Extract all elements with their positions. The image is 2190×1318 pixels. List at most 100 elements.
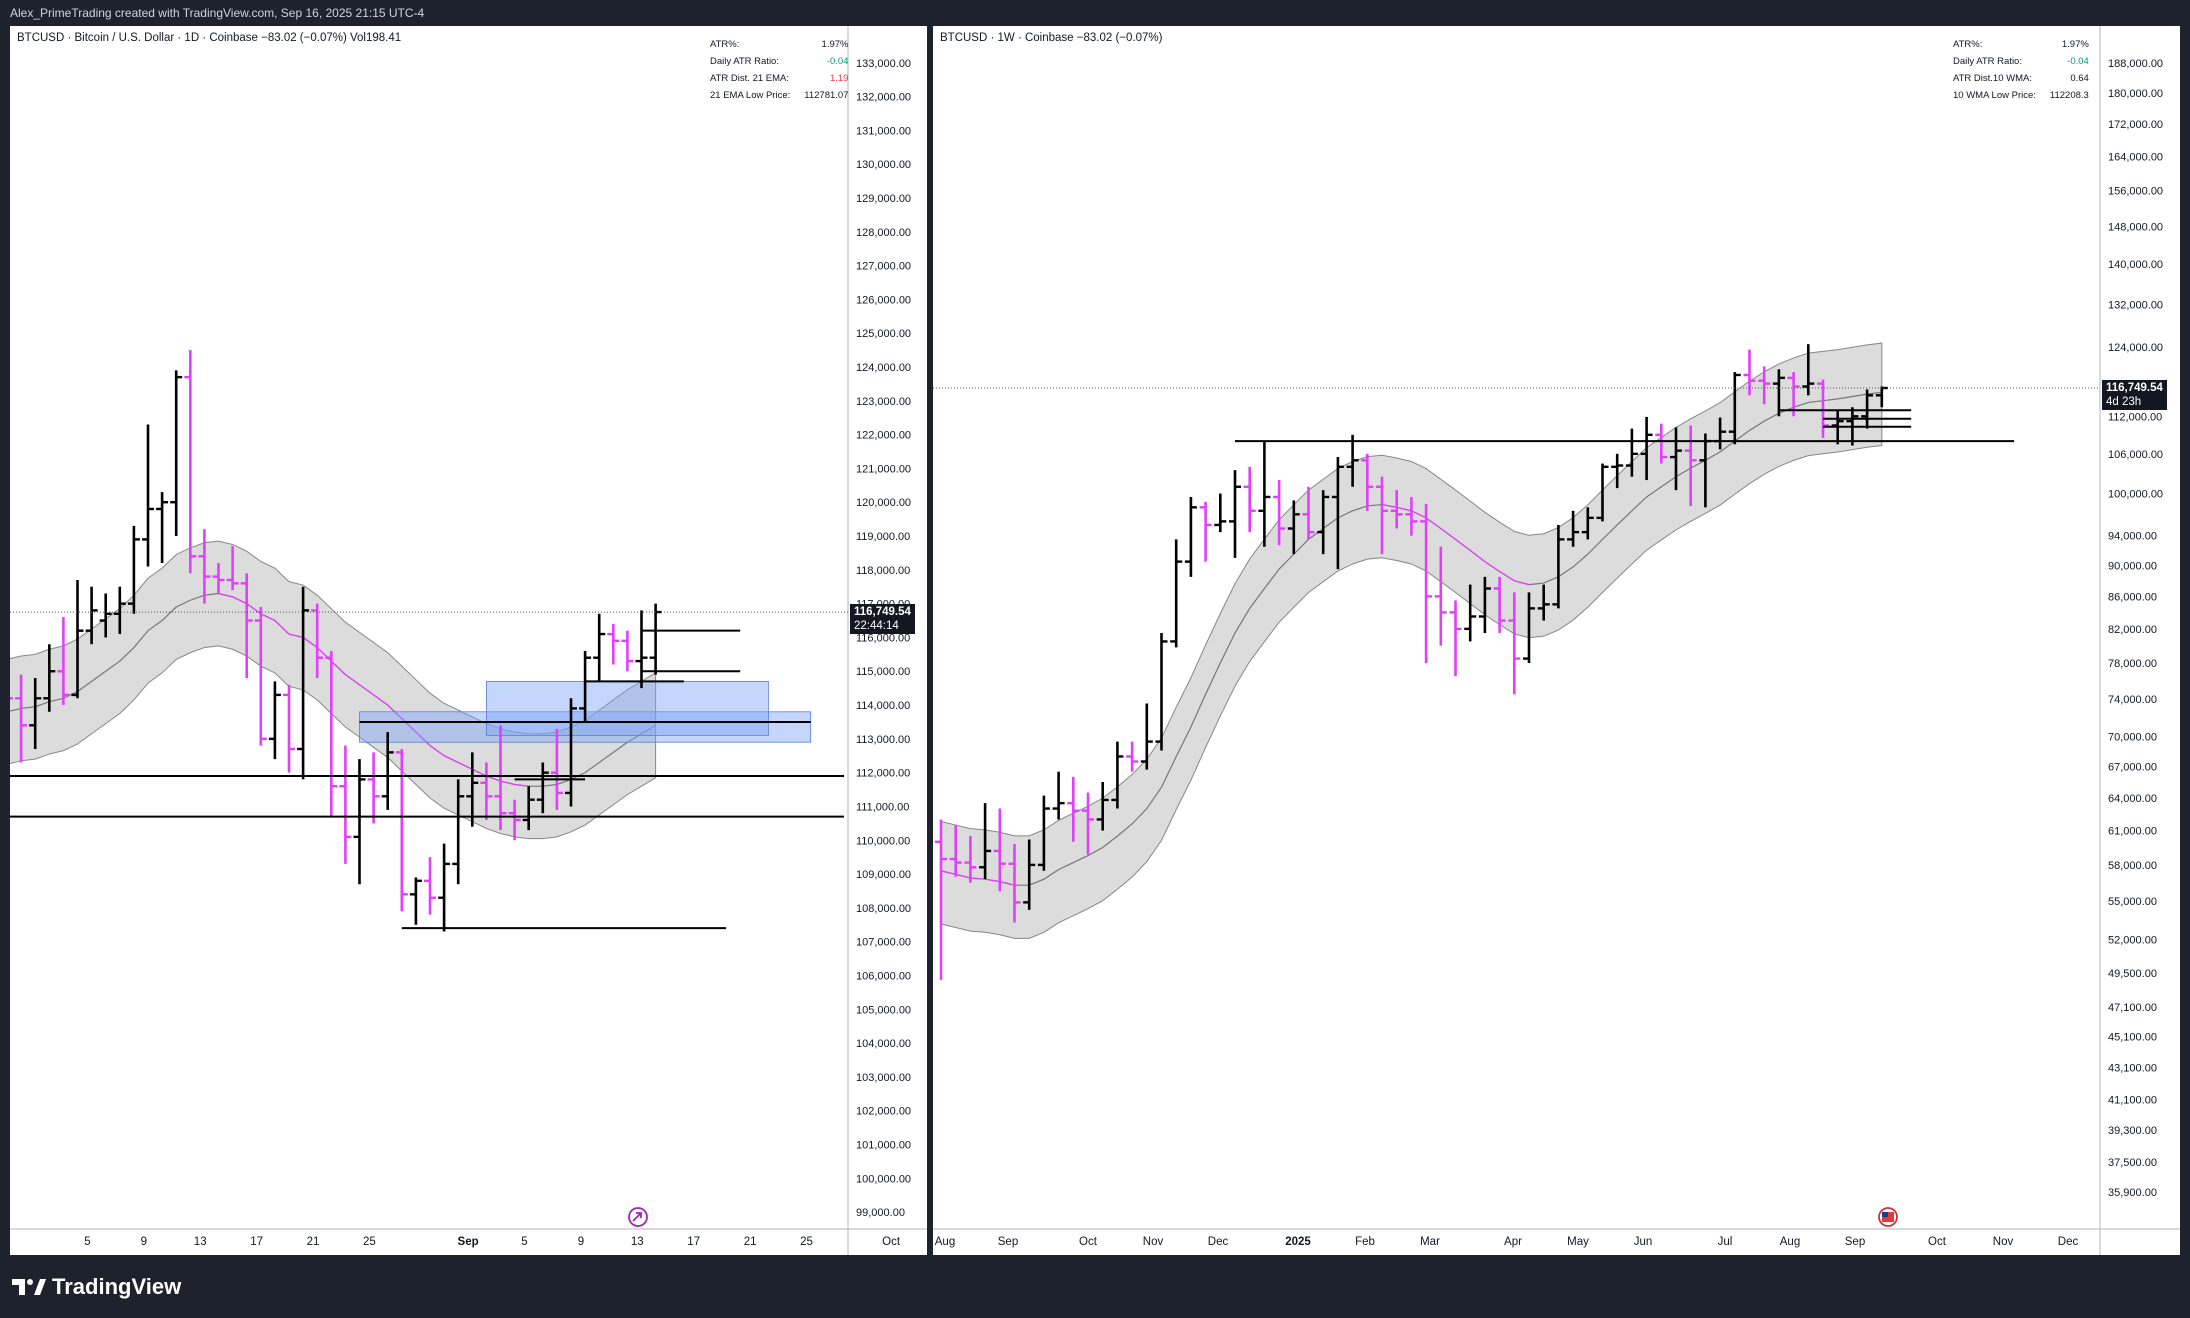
- price-tick-label: 120,000.00: [856, 497, 911, 509]
- flag-canton: [1882, 1212, 1888, 1217]
- moving-average-down-segment: [1484, 561, 1500, 573]
- ohlc-bar: [268, 681, 281, 760]
- price-tick-label: 70,000.00: [2108, 732, 2157, 744]
- atr-band: [10, 540, 657, 840]
- moving-average-down-segment: [302, 636, 318, 649]
- ohlc-bar: [1258, 441, 1271, 547]
- info-row: Daily ATR Ratio: -0.04: [710, 53, 848, 70]
- price-tick-label: 55,000.00: [2108, 896, 2157, 908]
- ohlc-bar: [635, 610, 648, 689]
- weekly-chart-pane[interactable]: 35,900.00 37,500.00 39,300.00 41,100.00 43,1…: [933, 26, 2180, 1255]
- price-tick-label: 116,000.00: [856, 632, 910, 644]
- last-price-tag: 116,749.54 4d 23h: [2102, 379, 2167, 410]
- ohlc-bar: [1067, 776, 1080, 842]
- price-tick-label: 106,000.00: [2108, 449, 2163, 461]
- time-tick-label: 13: [194, 1236, 207, 1248]
- moving-average-down-segment: [330, 660, 346, 676]
- ohlc-bar: [1140, 703, 1153, 770]
- time-tick-label: Jun: [1634, 1236, 1653, 1248]
- weekly-symbol-line: BTCUSD · 1W · Coinbase −83.02 (−0.07%): [940, 32, 1163, 44]
- time-tick-label: Oct: [882, 1236, 901, 1248]
- ohlc-bar: [1302, 486, 1315, 540]
- ohlc-bar: [283, 684, 295, 773]
- moving-average-down-segment: [288, 633, 304, 639]
- price-tick-label: 172,000.00: [2108, 119, 2163, 131]
- ohlc-bar: [325, 650, 338, 817]
- ohlc-bar: [156, 492, 169, 564]
- price-tick-label: 132,000.00: [2108, 299, 2163, 311]
- ohlc-bar: [142, 424, 154, 567]
- ohlc-bar: [522, 786, 535, 831]
- ohlc-bar: [57, 617, 70, 706]
- ohlc-bar: [1096, 782, 1109, 831]
- ohlc-bar: [1552, 524, 1565, 609]
- last-price-tag: 116,749.54 22:44:14: [850, 604, 915, 635]
- ohlc-bar: [1655, 423, 1668, 464]
- ohlc-bar: [184, 350, 197, 574]
- ohlc-bar: [1273, 480, 1286, 546]
- daily-chart-svg[interactable]: 99,000.00 100,000.00 101,000.00 102,000.00 1…: [10, 26, 927, 1255]
- price-tick-label: 86,000.00: [2108, 591, 2157, 603]
- info-value: 112781.07: [804, 90, 849, 101]
- moving-average-down-segment: [274, 620, 290, 635]
- price-tick-label: 112,000.00: [2108, 411, 2162, 423]
- price-tick-label: 140,000.00: [2108, 259, 2163, 271]
- weekly-chart-svg[interactable]: 35,900.00 37,500.00 39,300.00 41,100.00 43,1…: [933, 26, 2180, 1255]
- ohlc-bar: [1405, 496, 1418, 536]
- price-tick-label: 121,000.00: [856, 463, 911, 475]
- info-label: ATR%:: [1953, 39, 1983, 50]
- tradingview-wordmark: TradingView: [52, 1273, 182, 1299]
- info-value: -0.04: [2067, 56, 2089, 67]
- time-tick-label: Aug: [935, 1236, 955, 1248]
- price-tick-label: 101,000.00: [856, 1139, 911, 1151]
- daily-chart-pane[interactable]: 99,000.00 100,000.00 101,000.00 102,000.00 1…: [10, 26, 927, 1255]
- price-tick-label: 114,000.00: [856, 700, 910, 712]
- last-price-value: 116,749.54: [2106, 381, 2163, 394]
- price-tick-label: 124,000.00: [2108, 342, 2163, 354]
- info-value: -0.04: [826, 56, 849, 67]
- ohlc-bar: [198, 529, 211, 604]
- moving-average-down-segment: [1469, 549, 1486, 563]
- tradingview-mark-icon: [12, 1278, 46, 1295]
- ohlc-bar: [979, 803, 992, 880]
- info-label: Daily ATR Ratio:: [1953, 56, 2022, 67]
- price-bars: [935, 344, 1888, 980]
- moving-average-down-segment: [373, 694, 389, 706]
- us-flag-icon: [1878, 1207, 1898, 1227]
- moving-average-down-segment: [1381, 503, 1397, 508]
- ohlc-bar: [466, 752, 479, 827]
- ohlc-bar: [99, 593, 112, 638]
- demand-zone: [485, 680, 769, 736]
- ohlc-bar: [1523, 592, 1535, 663]
- ohlc-bar: [949, 824, 962, 877]
- moving-average-down-segment: [415, 731, 431, 747]
- info-value: 0.64: [2070, 73, 2089, 84]
- ohlc-bar: [1126, 741, 1139, 772]
- ohlc-bar: [1243, 466, 1256, 533]
- ohlc-bar: [452, 779, 465, 885]
- ohlc-bar: [1390, 490, 1403, 529]
- price-tick-label: 105,000.00: [856, 1004, 911, 1016]
- price-tick-label: 90,000.00: [2108, 560, 2157, 572]
- price-tick-label: 35,900.00: [2108, 1187, 2157, 1199]
- tradingview-logo[interactable]: TradingView: [12, 1274, 181, 1300]
- price-tick-label: 45,100.00: [2108, 1031, 2157, 1043]
- moving-average-down-segment: [1425, 517, 1442, 530]
- ohlc-bar: [1625, 428, 1638, 477]
- ohlc-bar: [1508, 592, 1521, 695]
- price-tick-label: 82,000.00: [2108, 624, 2157, 636]
- moving-average-down-segment: [218, 592, 233, 598]
- moving-average-down-segment: [429, 745, 445, 757]
- moving-average-down-segment: [999, 880, 1015, 886]
- info-label: ATR Dist. 21 EMA:: [710, 73, 790, 84]
- price-tick-label: 123,000.00: [856, 396, 911, 408]
- ohlc-bar: [1596, 463, 1609, 522]
- info-row: ATR Dist.10 WMA: 0.64: [1953, 70, 2089, 87]
- price-tick-label: 61,000.00: [2108, 826, 2157, 838]
- ohlc-bar: [1787, 372, 1800, 417]
- info-row: ATR%: 1.97%: [1953, 36, 2089, 53]
- ohlc-bar: [254, 607, 267, 746]
- time-tick-label: Feb: [1355, 1236, 1375, 1248]
- time-tick-label: 21: [307, 1236, 320, 1248]
- moving-average-down-segment: [1499, 570, 1515, 582]
